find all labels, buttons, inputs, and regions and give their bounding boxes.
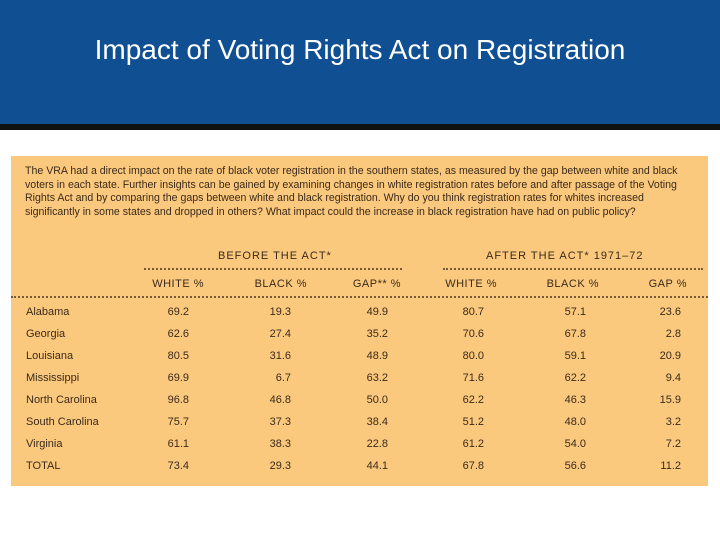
cell-after-black: 48.0 xyxy=(564,416,586,428)
row-state: TOTAL xyxy=(26,460,61,472)
row-state: Virginia xyxy=(26,438,63,450)
header-divider xyxy=(11,296,708,298)
table-row: Louisiana 80.5 31.6 48.9 80.0 59.1 20.9 xyxy=(11,350,708,372)
cell-after-white: 70.6 xyxy=(462,328,484,340)
cell-before-white: 75.7 xyxy=(167,416,189,428)
cell-after-gap: 3.2 xyxy=(665,416,681,428)
table-row: South Carolina 75.7 37.3 38.4 51.2 48.0 … xyxy=(11,416,708,438)
cell-after-gap: 15.9 xyxy=(659,394,681,406)
cell-after-gap: 2.8 xyxy=(665,328,681,340)
cell-after-black: 59.1 xyxy=(564,350,586,362)
col-header-after-black: BLACK % xyxy=(546,278,599,290)
row-state: Georgia xyxy=(26,328,66,340)
cell-before-black: 19.3 xyxy=(269,306,291,318)
intro-paragraph: The VRA had a direct impact on the rate … xyxy=(25,165,678,218)
cell-before-gap: 44.1 xyxy=(366,460,388,472)
row-state: North Carolina xyxy=(26,394,97,406)
cell-before-black: 37.3 xyxy=(269,416,291,428)
title-divider xyxy=(0,124,720,130)
group-header-before: BEFORE THE ACT* xyxy=(218,250,332,262)
row-state: Alabama xyxy=(26,306,70,318)
cell-before-gap: 49.9 xyxy=(366,306,388,318)
cell-after-black: 54.0 xyxy=(564,438,586,450)
row-state: Louisiana xyxy=(26,350,74,362)
row-state: Mississippi xyxy=(26,372,80,384)
col-header-before-black: BLACK % xyxy=(254,278,307,290)
table-row: Virginia 61.1 38.3 22.8 61.2 54.0 7.2 xyxy=(11,438,708,460)
cell-after-black: 46.3 xyxy=(564,394,586,406)
table-row: North Carolina 96.8 46.8 50.0 62.2 46.3 … xyxy=(11,394,708,416)
cell-before-gap: 63.2 xyxy=(366,372,388,384)
cell-after-gap: 23.6 xyxy=(659,306,681,318)
table-row-total: TOTAL 73.4 29.3 44.1 67.8 56.6 11.2 xyxy=(11,460,708,482)
cell-after-black: 62.2 xyxy=(564,372,586,384)
cell-after-gap: 20.9 xyxy=(659,350,681,362)
cell-before-white: 69.2 xyxy=(167,306,189,318)
cell-before-gap: 50.0 xyxy=(366,394,388,406)
cell-after-white: 71.6 xyxy=(462,372,484,384)
before-group-divider xyxy=(144,268,402,270)
group-header-after: AFTER THE ACT* 1971–72 xyxy=(486,250,644,262)
cell-before-gap: 48.9 xyxy=(366,350,388,362)
registration-table-panel: The VRA had a direct impact on the rate … xyxy=(11,156,708,486)
after-group-divider xyxy=(443,268,703,270)
title-bar: Impact of Voting Rights Act on Registrat… xyxy=(0,0,720,124)
cell-before-black: 46.8 xyxy=(269,394,291,406)
table-row: Georgia 62.6 27.4 35.2 70.6 67.8 2.8 xyxy=(11,328,708,350)
cell-after-white: 51.2 xyxy=(462,416,484,428)
cell-after-gap: 7.2 xyxy=(665,438,681,450)
cell-before-black: 31.6 xyxy=(269,350,291,362)
cell-before-white: 61.1 xyxy=(167,438,189,450)
cell-after-white: 67.8 xyxy=(462,460,484,472)
cell-after-white: 80.7 xyxy=(462,306,484,318)
cell-after-white: 61.2 xyxy=(462,438,484,450)
cell-before-white: 73.4 xyxy=(167,460,189,472)
cell-after-white: 80.0 xyxy=(462,350,484,362)
cell-before-white: 69.9 xyxy=(167,372,189,384)
row-state: South Carolina xyxy=(26,416,99,428)
cell-before-black: 38.3 xyxy=(269,438,291,450)
cell-before-gap: 35.2 xyxy=(366,328,388,340)
cell-before-white: 62.6 xyxy=(167,328,189,340)
cell-before-gap: 38.4 xyxy=(366,416,388,428)
cell-after-black: 56.6 xyxy=(564,460,586,472)
table-row: Alabama 69.2 19.3 49.9 80.7 57.1 23.6 xyxy=(11,306,708,328)
cell-after-black: 67.8 xyxy=(564,328,586,340)
cell-before-gap: 22.8 xyxy=(366,438,388,450)
cell-after-gap: 11.2 xyxy=(660,460,681,472)
slide-title: Impact of Voting Rights Act on Registrat… xyxy=(94,34,626,65)
col-header-before-white: WHITE % xyxy=(152,278,204,290)
cell-after-white: 62.2 xyxy=(462,394,484,406)
cell-before-white: 96.8 xyxy=(167,394,189,406)
cell-before-black: 6.7 xyxy=(275,372,291,384)
table-row: Mississippi 69.9 6.7 63.2 71.6 62.2 9.4 xyxy=(11,372,708,394)
cell-after-gap: 9.4 xyxy=(665,372,681,384)
col-header-before-gap: GAP** % xyxy=(352,278,401,290)
col-header-after-white: WHITE % xyxy=(445,278,497,290)
cell-before-black: 27.4 xyxy=(269,328,291,340)
cell-before-black: 29.3 xyxy=(269,460,291,472)
cell-after-black: 57.1 xyxy=(564,306,586,318)
col-header-after-gap: GAP % xyxy=(648,278,687,290)
cell-before-white: 80.5 xyxy=(167,350,189,362)
